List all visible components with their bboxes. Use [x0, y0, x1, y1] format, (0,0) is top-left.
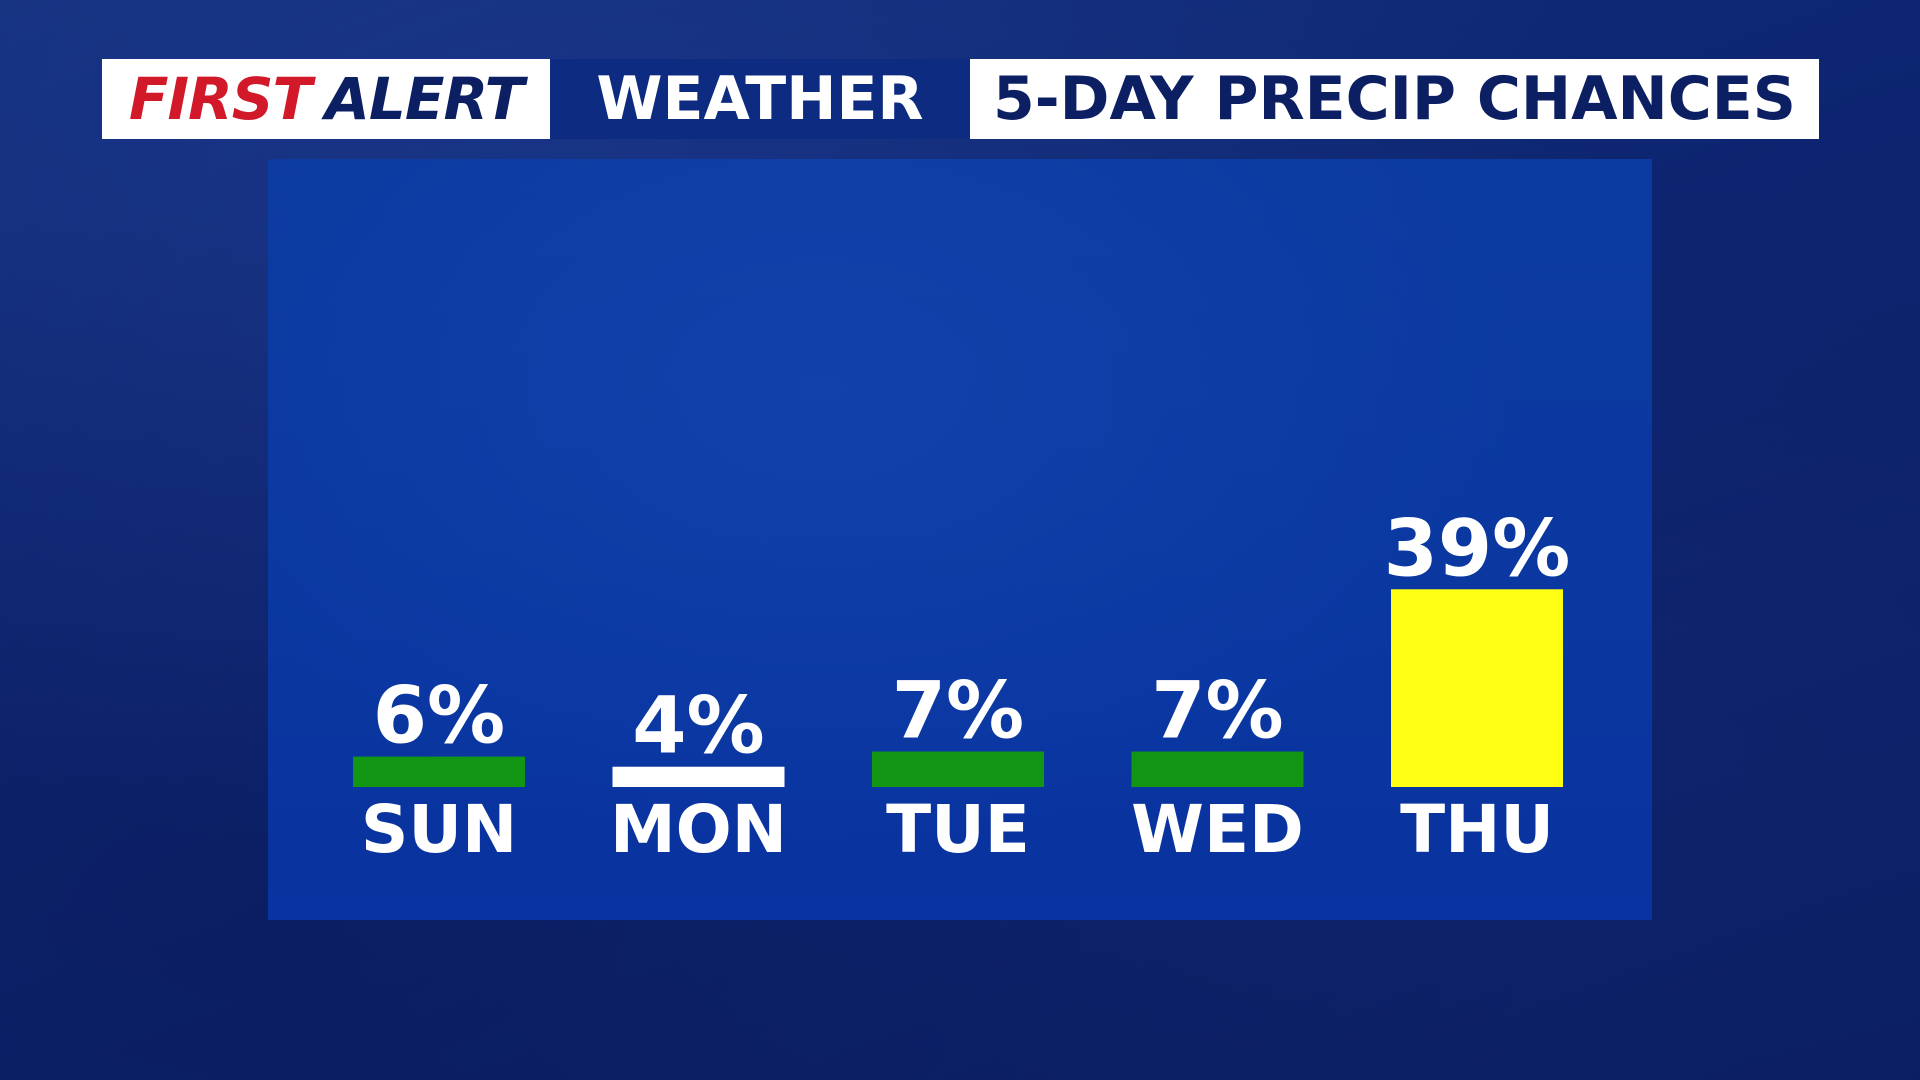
day-label-thu: THU [1400, 791, 1554, 868]
bar-thu [1391, 589, 1563, 787]
bar-mon [612, 766, 785, 787]
day-label-tue: TUE [886, 791, 1030, 868]
value-label-mon: 4% [632, 682, 764, 772]
bar-wed [1131, 751, 1304, 787]
bar-sun [353, 756, 525, 787]
day-label-mon: MON [610, 791, 787, 868]
weather-label: WEATHER [550, 59, 970, 139]
header-bar: FIRST ALERT WEATHER 5-DAY PRECIP CHANCES [102, 59, 1819, 139]
brand-first-text: FIRST [128, 65, 312, 133]
bar-tue [872, 751, 1044, 787]
value-label-wed: 7% [1151, 667, 1283, 757]
chart-title: 5-DAY PRECIP CHANCES [970, 59, 1819, 139]
value-label-tue: 7% [892, 667, 1024, 757]
value-label-thu: 39% [1384, 504, 1571, 594]
value-label-sun: 6% [373, 672, 505, 762]
chart-panel: 6% SUN 4% MON 7% TUE 7% WED 39% THU [268, 159, 1652, 920]
brand-logo: FIRST ALERT [102, 59, 550, 139]
brand-alert-text: ALERT [325, 65, 524, 133]
day-label-wed: WED [1131, 791, 1304, 868]
day-label-sun: SUN [361, 791, 517, 868]
precip-chart: 6% SUN 4% MON 7% TUE 7% WED 39% THU [353, 504, 1571, 868]
